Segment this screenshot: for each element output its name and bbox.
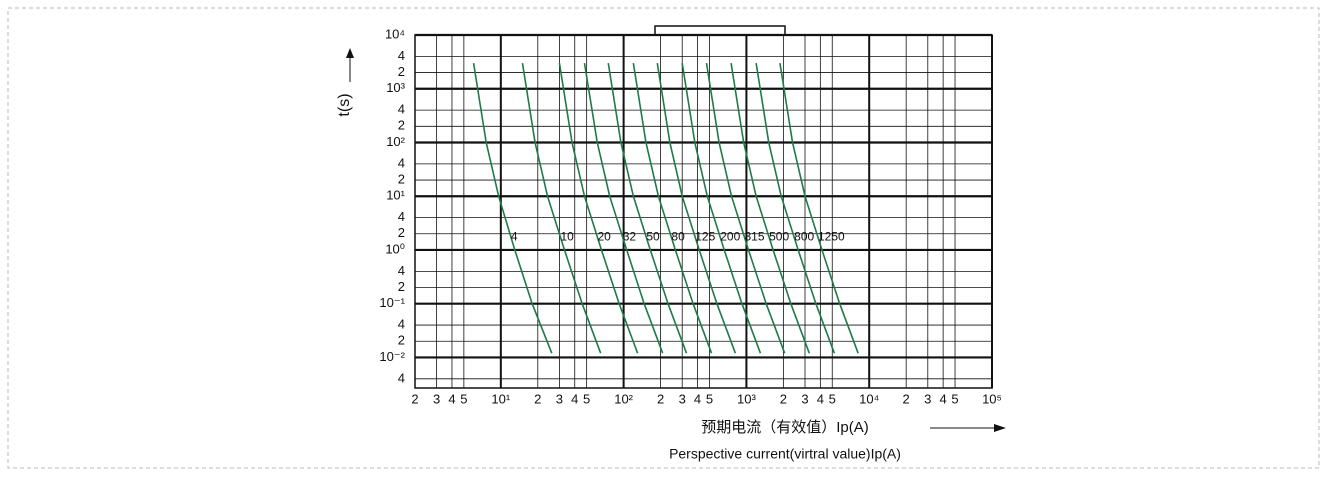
- x-tick-label: 5: [829, 391, 836, 406]
- fuse-curve: [472, 62, 553, 354]
- y-tick-label: 4: [398, 263, 405, 278]
- fuse-curve: [755, 62, 836, 354]
- curve-label: 200: [720, 230, 740, 244]
- fuse-curve: [681, 62, 762, 354]
- curve-label: 800: [794, 230, 814, 244]
- x-tick-label: 4: [571, 391, 578, 406]
- x-tick-label: 2: [903, 391, 910, 406]
- x-tick-label: 3: [433, 391, 440, 406]
- x-tick-label: 5: [706, 391, 713, 406]
- y-tick-label: 4: [398, 209, 405, 224]
- x-tick-label: 5: [951, 391, 958, 406]
- x-tick-label: 2: [780, 391, 787, 406]
- fuse-curve: [632, 62, 713, 354]
- y-tick-label: 2: [398, 225, 405, 240]
- y-tick-label: 10³: [386, 80, 405, 95]
- y-arrowhead: [346, 48, 354, 58]
- x-arrowhead: [994, 424, 1006, 432]
- y-tick-label: 10¹: [386, 188, 405, 203]
- x-axis-label: 预期电流（有效值）Ip(A): [701, 419, 869, 436]
- y-tick-label: 4: [398, 370, 405, 385]
- x-tick-label: 4: [940, 391, 947, 406]
- x-tick-label: 3: [556, 391, 563, 406]
- frame: [7, 7, 1320, 469]
- curve-label: 4: [511, 230, 518, 244]
- fuse-curve: [779, 62, 859, 354]
- x-tick-label: 3: [924, 391, 931, 406]
- curve-label: 125: [695, 230, 715, 244]
- curve-label: 1250: [818, 230, 845, 244]
- x-tick-label: 10⁴: [859, 391, 879, 406]
- y-tick-label: 4: [398, 102, 405, 117]
- x-tick-label: 4: [817, 391, 824, 406]
- curve-label: 315: [745, 230, 765, 244]
- x-tick-label: 10³: [737, 391, 756, 406]
- y-tick-label: 2: [398, 279, 405, 294]
- y-tick-label: 4: [398, 317, 405, 332]
- y-tick-label: 10⁻¹: [379, 295, 405, 310]
- y-tick-label: 4: [398, 48, 405, 63]
- x-tick-label: 4: [448, 391, 455, 406]
- y-axis-label: t(s): [336, 93, 353, 116]
- x-tick-label: 2: [534, 391, 541, 406]
- y-tick-label: 4: [398, 155, 405, 170]
- fuse-curve: [607, 62, 688, 354]
- curve-label: 20: [597, 230, 611, 244]
- fuse-curve: [656, 62, 737, 354]
- curve-label: 32: [623, 230, 637, 244]
- fuse-curve: [705, 62, 786, 354]
- fuse-curve: [583, 62, 664, 354]
- x-tick-label: 3: [679, 391, 686, 406]
- fuse-curve: [558, 62, 639, 354]
- x-tick-label: 10⁵: [982, 391, 1002, 406]
- fuse-curve: [730, 62, 811, 354]
- y-tick-label: 10²: [386, 134, 405, 149]
- x-tick-label: 5: [583, 391, 590, 406]
- x-tick-label: 3: [801, 391, 808, 406]
- x-axis-label-en: Perspective current(virtral value)Ip(A): [669, 446, 901, 462]
- curve-label: 500: [769, 230, 789, 244]
- y-tick-label: 2: [398, 118, 405, 133]
- y-tick-label: 10⁴: [385, 26, 405, 41]
- x-tick-label: 10²: [614, 391, 633, 406]
- top-tab: [654, 25, 786, 36]
- y-tick-label: 10⁰: [385, 241, 405, 256]
- y-tick-label: 2: [398, 333, 405, 348]
- x-tick-label: 2: [657, 391, 664, 406]
- fuse-curve: [521, 62, 602, 354]
- y-tick-label: 2: [398, 64, 405, 79]
- x-tick-label: 5: [460, 391, 467, 406]
- x-tick-label: 4: [694, 391, 701, 406]
- x-tick-label: 10¹: [491, 391, 510, 406]
- curve-label: 50: [646, 230, 660, 244]
- x-tick-label: 2: [411, 391, 418, 406]
- curve-label: 80: [671, 230, 685, 244]
- curve-label: 10: [560, 230, 574, 244]
- y-tick-label: 10⁻²: [379, 349, 405, 364]
- y-tick-label: 2: [398, 171, 405, 186]
